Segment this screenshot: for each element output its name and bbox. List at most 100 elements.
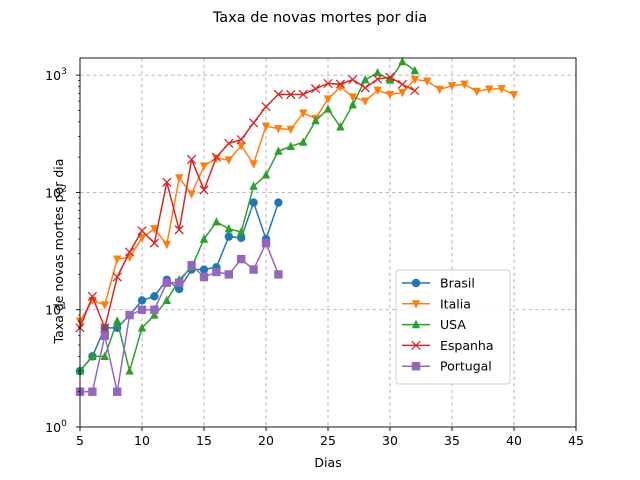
y-tick-label: 101	[45, 302, 67, 318]
data-point-italia	[113, 255, 122, 264]
legend-label-portugal: Portugal	[440, 359, 492, 374]
data-point-usa	[113, 316, 122, 325]
data-point-portugal	[150, 305, 159, 314]
data-point-usa	[373, 67, 382, 77]
data-point-italia	[323, 95, 333, 104]
data-point-italia	[435, 85, 444, 95]
data-point-portugal	[125, 310, 134, 320]
data-point-usa	[224, 223, 233, 233]
legend-marker-usa	[411, 319, 421, 329]
data-point-italia	[423, 77, 432, 86]
data-point-italia	[472, 87, 481, 97]
data-point-usa	[286, 141, 295, 150]
data-point-brasil	[175, 284, 184, 294]
legend-marker-portugal	[411, 362, 421, 371]
legend-marker-italia	[411, 300, 421, 309]
data-point-espanha	[100, 323, 110, 333]
data-point-usa	[274, 146, 283, 155]
data-point-usa	[125, 366, 134, 375]
data-point-usa	[199, 234, 209, 243]
data-point-espanha	[186, 154, 197, 165]
x-tick-label: 10	[134, 433, 150, 448]
data-point-espanha	[348, 74, 358, 85]
legend-marker-brasil	[411, 278, 421, 288]
data-point-espanha	[372, 74, 383, 84]
series-layer	[75, 56, 519, 396]
data-point-italia	[361, 97, 370, 106]
x-tick-label: 20	[258, 433, 274, 448]
data-point-espanha	[211, 152, 222, 162]
data-point-italia	[137, 234, 147, 243]
data-point-italia	[237, 142, 246, 151]
data-point-espanha	[335, 79, 346, 89]
x-axis-label: Dias	[314, 455, 341, 470]
data-point-brasil	[224, 232, 233, 241]
legend-label-italia: Italia	[440, 296, 471, 311]
data-point-espanha	[236, 134, 246, 145]
data-point-portugal	[237, 254, 246, 264]
y-tick-label: 102	[45, 184, 67, 200]
series-espanha	[75, 72, 420, 333]
data-point-usa	[410, 65, 419, 75]
data-point-espanha	[112, 272, 122, 282]
data-point-italia	[224, 156, 233, 165]
x-tick-label: 5	[76, 433, 84, 448]
data-point-italia	[162, 240, 171, 250]
data-point-portugal	[261, 238, 271, 248]
data-point-italia	[274, 125, 283, 134]
y-axis-label: Taxa de novas mortes por dia	[51, 159, 66, 345]
data-point-portugal	[162, 278, 171, 287]
data-point-italia	[261, 122, 271, 131]
y-tick-label: 100	[45, 419, 67, 435]
data-point-brasil	[199, 265, 209, 274]
legend-label-brasil: Brasil	[440, 276, 475, 291]
data-point-italia	[249, 160, 258, 169]
data-point-italia	[175, 174, 184, 183]
series-line-espanha	[79, 76, 416, 329]
legend-box	[395, 269, 511, 385]
data-point-usa	[336, 122, 345, 131]
data-point-usa	[261, 170, 271, 179]
x-tick-label: 25	[320, 433, 336, 448]
data-point-espanha	[162, 177, 172, 187]
data-point-espanha	[385, 72, 395, 82]
data-point-portugal	[274, 270, 283, 279]
data-point-brasil	[274, 198, 283, 207]
data-point-italia	[373, 86, 382, 96]
data-point-italia	[447, 82, 457, 91]
data-point-usa	[348, 99, 357, 109]
data-point-espanha	[87, 291, 98, 302]
data-point-espanha	[273, 89, 284, 99]
data-point-portugal	[187, 260, 196, 270]
data-point-espanha	[298, 89, 308, 99]
data-point-italia	[286, 125, 295, 135]
data-point-brasil	[249, 198, 258, 207]
data-point-italia	[509, 91, 519, 100]
data-point-italia	[100, 301, 109, 310]
data-point-usa	[299, 137, 308, 146]
data-point-espanha	[174, 225, 184, 235]
data-point-espanha	[286, 89, 296, 100]
legend-marker-espanha	[411, 340, 421, 351]
data-point-usa	[398, 56, 407, 66]
data-point-italia	[187, 190, 196, 199]
data-point-portugal	[100, 331, 109, 340]
data-point-usa	[249, 181, 258, 190]
x-tick-label: 15	[196, 433, 212, 448]
data-point-italia	[385, 90, 395, 100]
data-point-usa	[88, 351, 97, 360]
data-point-portugal	[249, 265, 258, 274]
data-point-espanha	[410, 85, 420, 96]
data-point-usa	[162, 295, 171, 305]
data-point-portugal	[199, 272, 209, 282]
data-point-usa	[137, 323, 147, 332]
chart-title: Taxa de novas mortes por dia	[212, 10, 427, 26]
data-point-brasil	[150, 292, 159, 301]
data-point-usa	[212, 217, 221, 226]
data-point-portugal	[113, 387, 122, 396]
data-point-brasil	[237, 233, 246, 243]
data-point-italia	[199, 162, 209, 171]
data-point-espanha	[360, 83, 370, 93]
